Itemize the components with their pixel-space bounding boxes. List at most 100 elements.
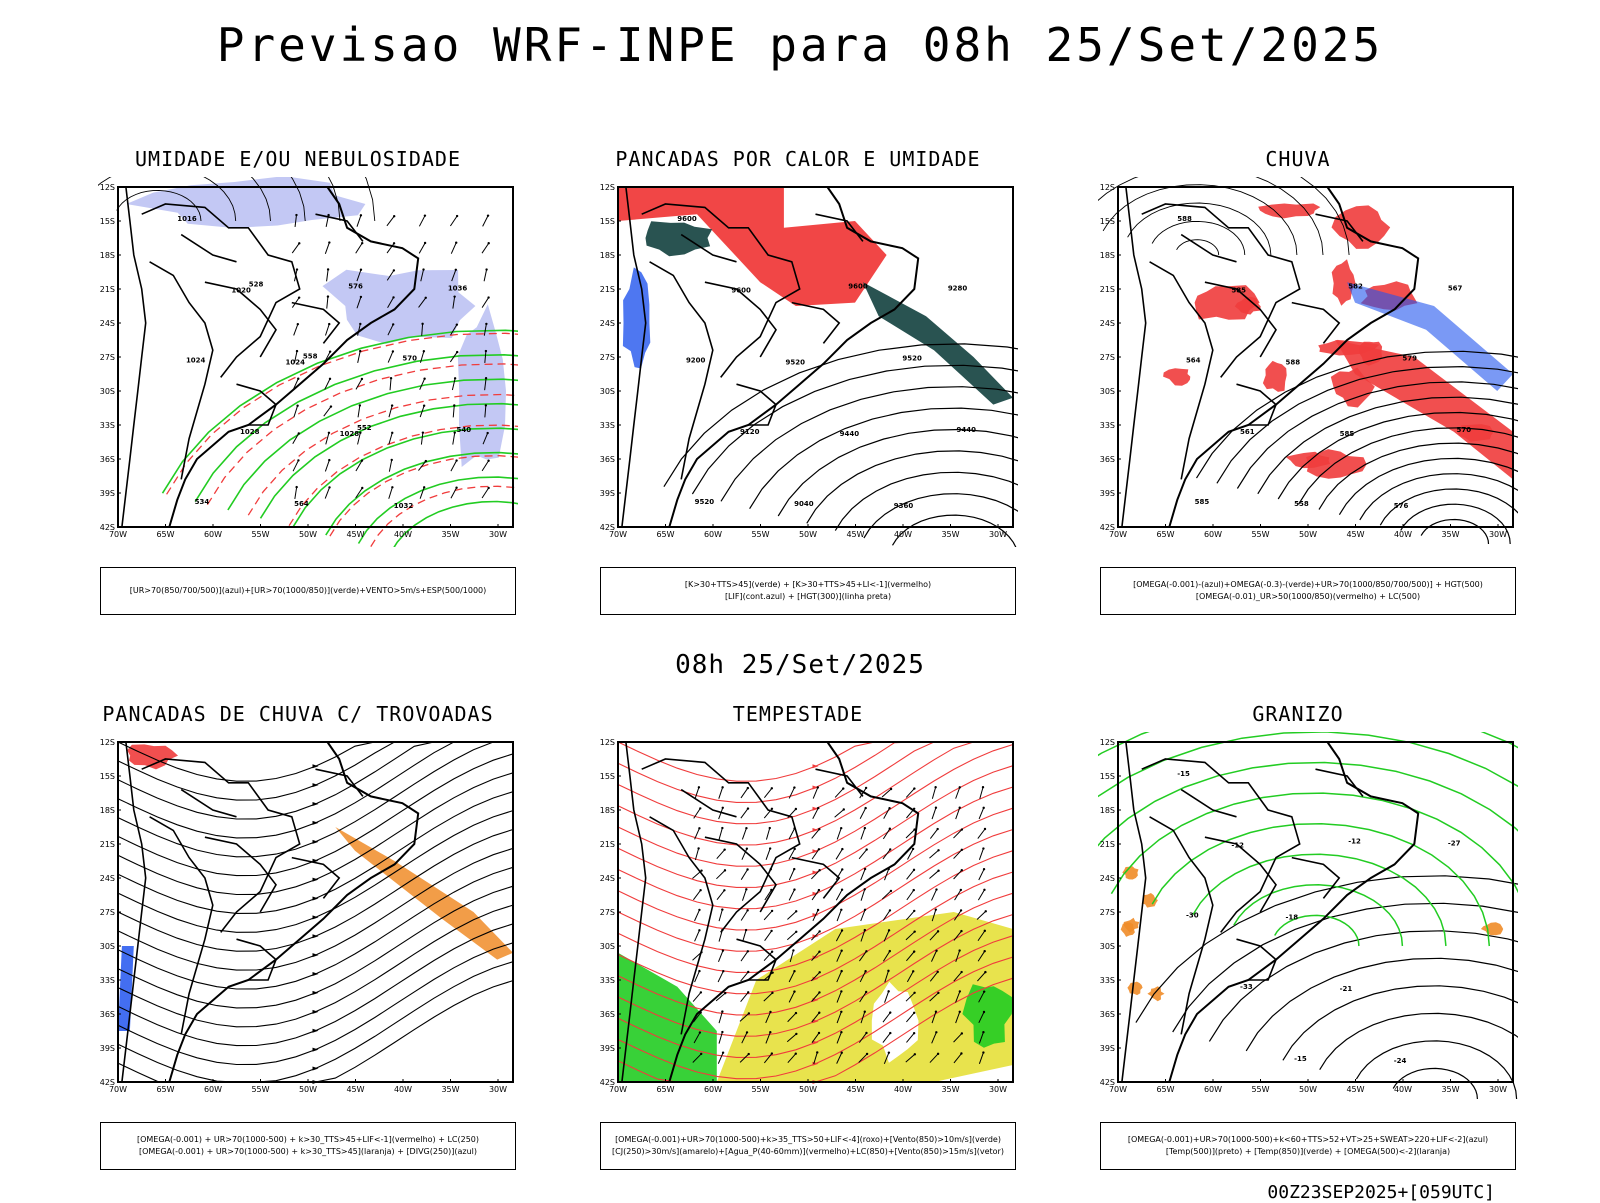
wind-vector-head: [698, 827, 701, 830]
streamline-arrow: [312, 783, 319, 788]
streamline: [617, 807, 1014, 931]
contour-line: [749, 407, 1018, 510]
country-border: [1291, 301, 1341, 344]
lon-tick-label: 65W: [656, 530, 674, 539]
wind-vector-head: [937, 869, 940, 872]
wind-vector: [293, 351, 298, 363]
wind-vector: [419, 487, 425, 499]
wind-vector: [740, 910, 749, 921]
wind-vector: [812, 807, 819, 819]
wind-vector-head: [361, 241, 364, 245]
wind-vector: [905, 788, 915, 798]
lat-tick-label: 39S: [1100, 489, 1115, 498]
contour-line: [1110, 792, 1518, 895]
wind-vector-head: [453, 377, 457, 380]
wind-vector-head: [721, 826, 724, 830]
lat-tick-label: 30S: [100, 387, 115, 396]
wind-vector-head: [359, 268, 363, 271]
country-border: [1204, 281, 1277, 358]
contour-line: [247, 393, 518, 516]
wind-vector: [694, 909, 700, 922]
wind-vector: [693, 808, 701, 819]
contour-line: [1127, 202, 1272, 256]
wind-vector: [741, 827, 747, 840]
legend-line: [K>30+TTS>45](verde) + [K>30+TTS>45+LI<-…: [684, 580, 932, 589]
lat-tick-label: 39S: [600, 1044, 615, 1053]
contour-label: 1024: [186, 356, 206, 364]
wind-vector-head: [392, 242, 396, 245]
wind-vector: [386, 270, 395, 281]
lat-tick-label: 12S: [100, 183, 115, 192]
lon-tick-label: 40W: [394, 530, 412, 539]
wind-vector-head: [484, 349, 488, 353]
wind-vector-head: [865, 1031, 868, 1035]
lon-tick-label: 30W: [1489, 1085, 1507, 1094]
contour-label: 540: [457, 426, 472, 434]
lon-tick-label: 65W: [156, 530, 174, 539]
wind-vector: [836, 1052, 843, 1064]
wind-vector-head: [840, 888, 844, 891]
wind-vector: [883, 807, 890, 819]
country-border: [1141, 758, 1301, 933]
wind-vector: [716, 889, 725, 901]
wind-vector-head: [818, 930, 821, 933]
wind-vector: [450, 324, 458, 336]
wind-vector: [694, 848, 700, 861]
wind-vector: [452, 405, 455, 418]
contour-label: 570: [1457, 426, 1472, 434]
contour-line: [288, 424, 518, 527]
lat-tick-label: 27S: [600, 353, 615, 362]
country-border: [1291, 856, 1341, 899]
wind-vector: [763, 951, 773, 961]
lat-tick-label: 33S: [100, 976, 115, 985]
map-frame: [617, 741, 1014, 1083]
wind-vector: [860, 1011, 866, 1024]
wind-vector: [420, 432, 424, 445]
lon-tick-label: 45W: [1346, 530, 1364, 539]
wind-vector-head: [422, 404, 426, 407]
lat-tick-label: 15S: [100, 772, 115, 781]
wind-vector-head: [960, 1032, 964, 1035]
streamline-arrow: [312, 934, 319, 939]
lat-tick-label: 27S: [1100, 353, 1115, 362]
wind-vector-head: [865, 848, 868, 851]
lon-tick-label: 40W: [894, 530, 912, 539]
wind-vector: [953, 849, 963, 859]
lat-tick-label: 30S: [600, 942, 615, 951]
contour-line: [1245, 957, 1518, 1052]
wind-vector: [291, 297, 300, 308]
wind-vector-head: [983, 949, 986, 953]
panel-chuva: CHUVA 588 585 588 585 576 567 564 561 558 582 579 5…: [1078, 147, 1518, 627]
wind-vector: [763, 910, 773, 921]
contour-line: [1098, 732, 1518, 798]
country-border: [1315, 213, 1364, 242]
lat-tick-label: 15S: [100, 217, 115, 226]
wind-vector-head: [423, 214, 427, 217]
contour-label: 588: [1285, 358, 1300, 366]
wind-vector: [357, 323, 361, 336]
wind-vector: [356, 215, 362, 227]
wind-vector: [788, 991, 795, 1003]
lat-tick-label: 24S: [1100, 319, 1115, 328]
wind-vector-head: [421, 431, 425, 434]
lat-tick-label: 36S: [100, 1010, 115, 1019]
legend-line: [OMEGA(-0.001) + UR>70(1000-500) + k>30_…: [136, 1135, 480, 1144]
contour-line: [663, 343, 1018, 488]
wind-vector: [357, 432, 361, 445]
streamline-arrow: [312, 839, 319, 844]
lon-tick-label: 65W: [1156, 530, 1174, 539]
country-border: [736, 383, 777, 426]
lifted-index-area: [622, 267, 651, 369]
wind-vector: [451, 269, 457, 282]
lon-tick-label: 70W: [609, 530, 627, 539]
wind-vector: [953, 829, 963, 839]
geography: [621, 186, 920, 528]
wind-vector-head: [721, 908, 724, 911]
contour-label: 561: [1240, 428, 1255, 436]
lat-tick-label: 24S: [100, 874, 115, 883]
geography: [121, 186, 420, 528]
country-border: [291, 301, 341, 344]
wind-vector-head: [360, 377, 364, 381]
wind-vector-head: [793, 847, 796, 851]
